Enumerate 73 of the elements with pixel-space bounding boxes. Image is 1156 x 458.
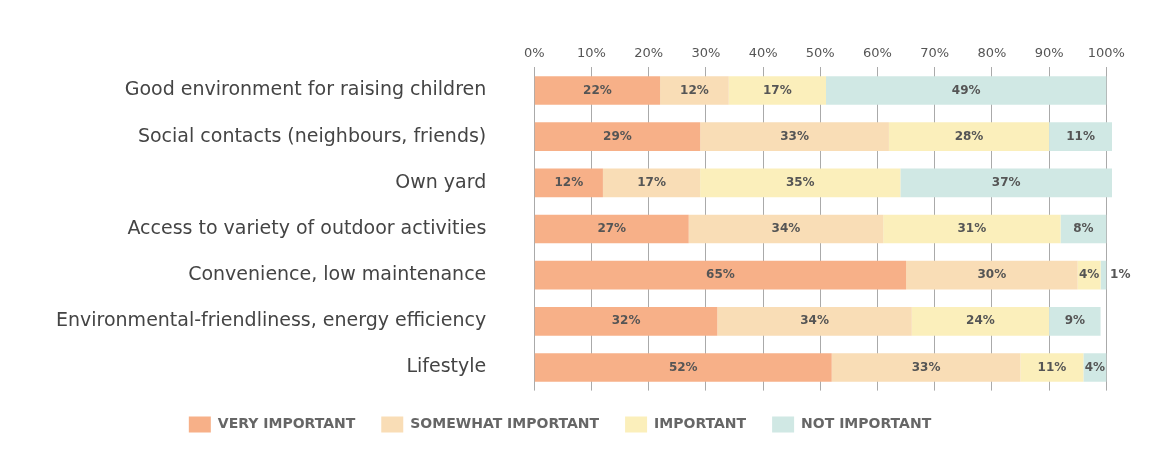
- data-label: 52%: [668, 359, 698, 374]
- bar: [534, 307, 718, 336]
- bar: [900, 168, 1112, 198]
- bar: [717, 307, 912, 336]
- bar: [911, 307, 1050, 336]
- bar: [688, 214, 884, 244]
- legend-label: SOMEWHAT IMPORTANT: [410, 415, 600, 432]
- data-label: 8%: [1073, 221, 1094, 236]
- x-tick-label: 20%: [634, 44, 664, 60]
- bar: [660, 76, 729, 105]
- data-label: 33%: [911, 359, 941, 374]
- x-tick-label: 0%: [523, 44, 545, 60]
- y-tick-label: Good environment for raising children: [124, 77, 487, 100]
- x-tick-label: 40%: [748, 44, 778, 60]
- data-label: 32%: [611, 313, 641, 328]
- data-label: 9%: [1064, 313, 1086, 328]
- x-tick-label: 70%: [920, 44, 950, 60]
- bar: [700, 122, 889, 151]
- x-tick-label: 100%: [1087, 44, 1125, 60]
- y-tick-label: Lifestyle: [406, 354, 487, 377]
- y-tick-label: Social contacts (neighbours, friends): [137, 123, 487, 146]
- bar: [700, 168, 901, 198]
- bar: [1049, 122, 1112, 151]
- data-label: 11%: [1066, 128, 1095, 143]
- data-label: 24%: [966, 313, 995, 328]
- bar: [1020, 353, 1084, 382]
- y-tick-label: Own yard: [395, 169, 487, 192]
- bar: [534, 260, 907, 290]
- bar: [1049, 307, 1101, 336]
- x-tick-label: 50%: [805, 44, 835, 60]
- bar: [883, 214, 1061, 244]
- x-tick-label: 30%: [691, 44, 721, 60]
- data-label: 34%: [800, 313, 829, 328]
- x-tick-label: 80%: [977, 44, 1007, 60]
- data-label: 28%: [954, 128, 984, 143]
- data-label: 12%: [554, 174, 584, 189]
- x-tick-label: 90%: [1034, 44, 1064, 60]
- data-label: 30%: [977, 267, 1007, 282]
- x-tick-label: 60%: [863, 44, 892, 60]
- bar: [906, 260, 1078, 290]
- data-label: 27%: [597, 221, 627, 236]
- legend-label: VERY IMPORTANT: [217, 415, 356, 432]
- bar: [888, 122, 1050, 151]
- data-label: 4%: [1078, 267, 1100, 282]
- data-label: 37%: [991, 174, 1021, 189]
- y-tick-label: Access to variety of outdoor activities: [127, 215, 487, 238]
- data-label: 1%: [1110, 267, 1131, 282]
- data-label: 29%: [603, 128, 632, 143]
- bar: [728, 76, 826, 105]
- data-label: 12%: [680, 82, 709, 97]
- legend-label: IMPORTANT: [654, 415, 747, 432]
- bar: [534, 76, 661, 105]
- data-label: 65%: [706, 267, 735, 282]
- y-tick-label: Convenience, low maintenance: [188, 262, 487, 285]
- data-label: 35%: [785, 174, 815, 189]
- x-tick-label: 10%: [577, 44, 606, 60]
- bar: [534, 214, 689, 244]
- data-label: 17%: [637, 174, 666, 189]
- data-label: 33%: [780, 128, 809, 143]
- bar: [534, 353, 832, 382]
- data-label: 49%: [951, 82, 981, 97]
- bar: [602, 168, 701, 198]
- data-label: 22%: [583, 82, 612, 97]
- y-tick-label: Environmental-friendliness, energy efficiency: [55, 308, 487, 331]
- bar: [534, 122, 701, 151]
- data-label: 17%: [763, 82, 792, 97]
- legend-label: NOT IMPORTANT: [801, 415, 932, 432]
- bar: [826, 76, 1107, 105]
- bar: [831, 353, 1021, 382]
- data-label: 34%: [771, 221, 801, 236]
- data-label: 4%: [1084, 359, 1106, 374]
- data-label: 31%: [957, 221, 987, 236]
- data-label: 11%: [1037, 359, 1067, 374]
